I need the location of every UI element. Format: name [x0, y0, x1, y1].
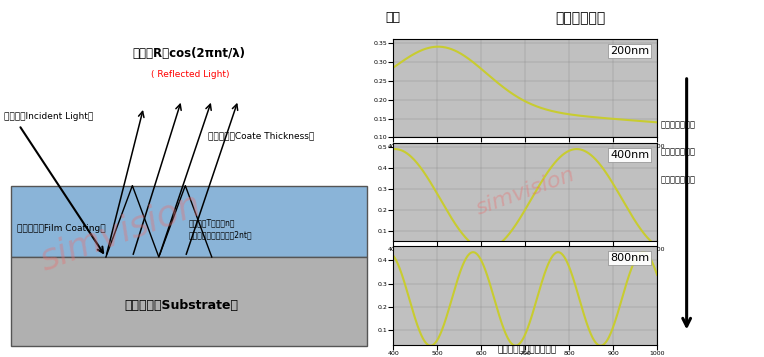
FancyBboxPatch shape — [11, 186, 367, 257]
Text: 涂层厚度T，序号n，
光学路径对应的数孪为2nt。: 涂层厚度T，序号n， 光学路径对应的数孪为2nt。 — [189, 218, 253, 239]
Text: 400nm: 400nm — [610, 150, 649, 160]
Text: ( Reflected Light): ( Reflected Light) — [151, 70, 230, 80]
Text: 200nm: 200nm — [610, 46, 649, 56]
Text: 硬油涂层厚度的: 硬油涂层厚度的 — [661, 120, 696, 129]
Text: simvision: simvision — [36, 187, 206, 277]
Text: 入射光（Incident Light）: 入射光（Incident Light） — [4, 112, 93, 121]
Text: 800nm: 800nm — [610, 253, 649, 263]
X-axis label: Wavelength: Wavelength — [507, 150, 544, 155]
Text: 涂层厚度（Coate Thickness）: 涂层厚度（Coate Thickness） — [208, 131, 314, 140]
Text: 底层基材（Substrate）: 底层基材（Substrate） — [125, 299, 238, 312]
X-axis label: Wavelength: Wavelength — [507, 253, 544, 258]
FancyBboxPatch shape — [11, 257, 367, 346]
Text: 硬油涂层厚度: 硬油涂层厚度 — [555, 11, 606, 25]
Text: 增加会导致反射: 增加会导致反射 — [661, 148, 696, 157]
Text: simvision: simvision — [473, 165, 578, 219]
Text: 薄膜涂层（Film Coating）: 薄膜涂层（Film Coating） — [17, 224, 105, 233]
Text: 不断增加的硬油涂层厚度: 不断增加的硬油涂层厚度 — [497, 346, 557, 355]
Text: 光谱的波浪增加: 光谱的波浪增加 — [661, 175, 696, 184]
Text: 反射光R～cos(2πnt/λ): 反射光R～cos(2πnt/λ) — [132, 47, 245, 60]
Text: 反射: 反射 — [386, 11, 401, 24]
